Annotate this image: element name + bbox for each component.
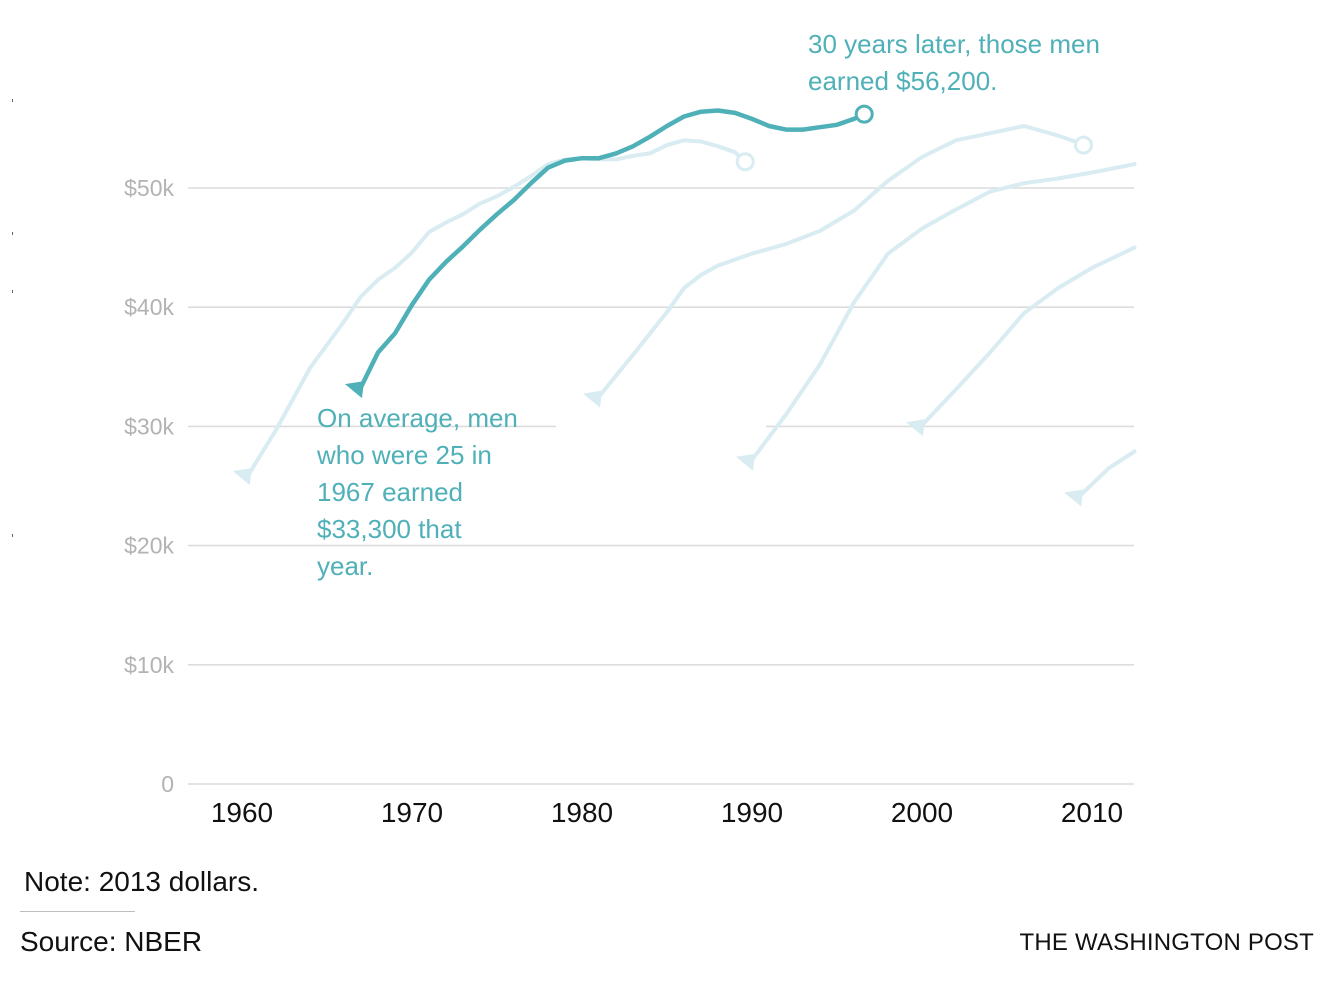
y-tick-label: 0 — [161, 771, 174, 797]
edge-mark — [12, 232, 13, 235]
y-tick-label: $50k — [124, 175, 174, 201]
source-label: Source: NBER — [20, 926, 203, 957]
x-tick-label: 1960 — [211, 797, 273, 828]
series-cohort — [583, 124, 1093, 408]
annotation-start-line: year. — [317, 551, 373, 581]
start-marker — [736, 453, 755, 471]
series-cohort — [232, 138, 755, 486]
x-axis: 1960 1970 1980 1990 2000 2010 — [211, 797, 1123, 828]
series-cohort — [906, 245, 1137, 437]
annotation-start: On average, men who were 25 in 1967 earn… — [316, 403, 525, 581]
x-tick-label: 1970 — [381, 797, 443, 828]
start-marker — [906, 419, 925, 437]
series-line — [358, 108, 867, 390]
annotation-start-line: On average, men — [317, 403, 518, 433]
y-tick-label: $20k — [124, 533, 174, 559]
footnote: Note: 2013 dollars. — [24, 866, 260, 897]
annotation-start-line: who were 25 in — [316, 440, 492, 470]
edge-mark — [12, 534, 13, 537]
annotation-end-line: 30 years later, those men — [808, 29, 1100, 59]
end-marker — [735, 152, 755, 172]
start-marker — [232, 468, 252, 486]
edge-mark — [12, 99, 13, 102]
series-line — [920, 245, 1137, 428]
annotation-end-line: earned $56,200. — [808, 66, 997, 96]
chart: 0 $10k $20k $30k $40k $50k 1960 1970 1980 1990 20… — [124, 29, 1137, 828]
annotation-start-line: 1967 earned — [317, 477, 463, 507]
end-marker — [854, 104, 874, 124]
x-tick-label: 2000 — [891, 797, 953, 828]
series-cohort — [736, 162, 1137, 471]
series-line — [1078, 449, 1137, 498]
gridlines — [188, 187, 1134, 785]
series-line — [246, 138, 748, 477]
x-tick-label: 2010 — [1061, 797, 1123, 828]
edge-mark — [12, 290, 13, 293]
y-tick-label: $10k — [124, 652, 174, 678]
x-tick-label: 1980 — [551, 797, 613, 828]
start-marker — [345, 381, 364, 399]
y-tick-label: $30k — [124, 413, 174, 439]
series-cohort — [1064, 449, 1137, 507]
annotation-end: 30 years later, those men earned $56,200… — [808, 29, 1107, 96]
series-line — [597, 124, 1086, 399]
series — [232, 104, 1137, 507]
annotation-start-background — [556, 400, 766, 450]
footer-divider — [20, 911, 135, 912]
x-tick-label: 1990 — [721, 797, 783, 828]
start-marker — [583, 390, 602, 408]
start-marker — [1064, 489, 1084, 507]
series-highlight — [345, 104, 874, 399]
annotation-start-line: $33,300 that — [317, 514, 462, 544]
publisher-credit: THE WASHINGTON POST — [1019, 929, 1314, 956]
series-line — [750, 162, 1137, 462]
y-tick-label: $40k — [124, 294, 174, 320]
y-axis: 0 $10k $20k $30k $40k $50k — [124, 175, 174, 797]
end-marker — [1074, 135, 1093, 155]
